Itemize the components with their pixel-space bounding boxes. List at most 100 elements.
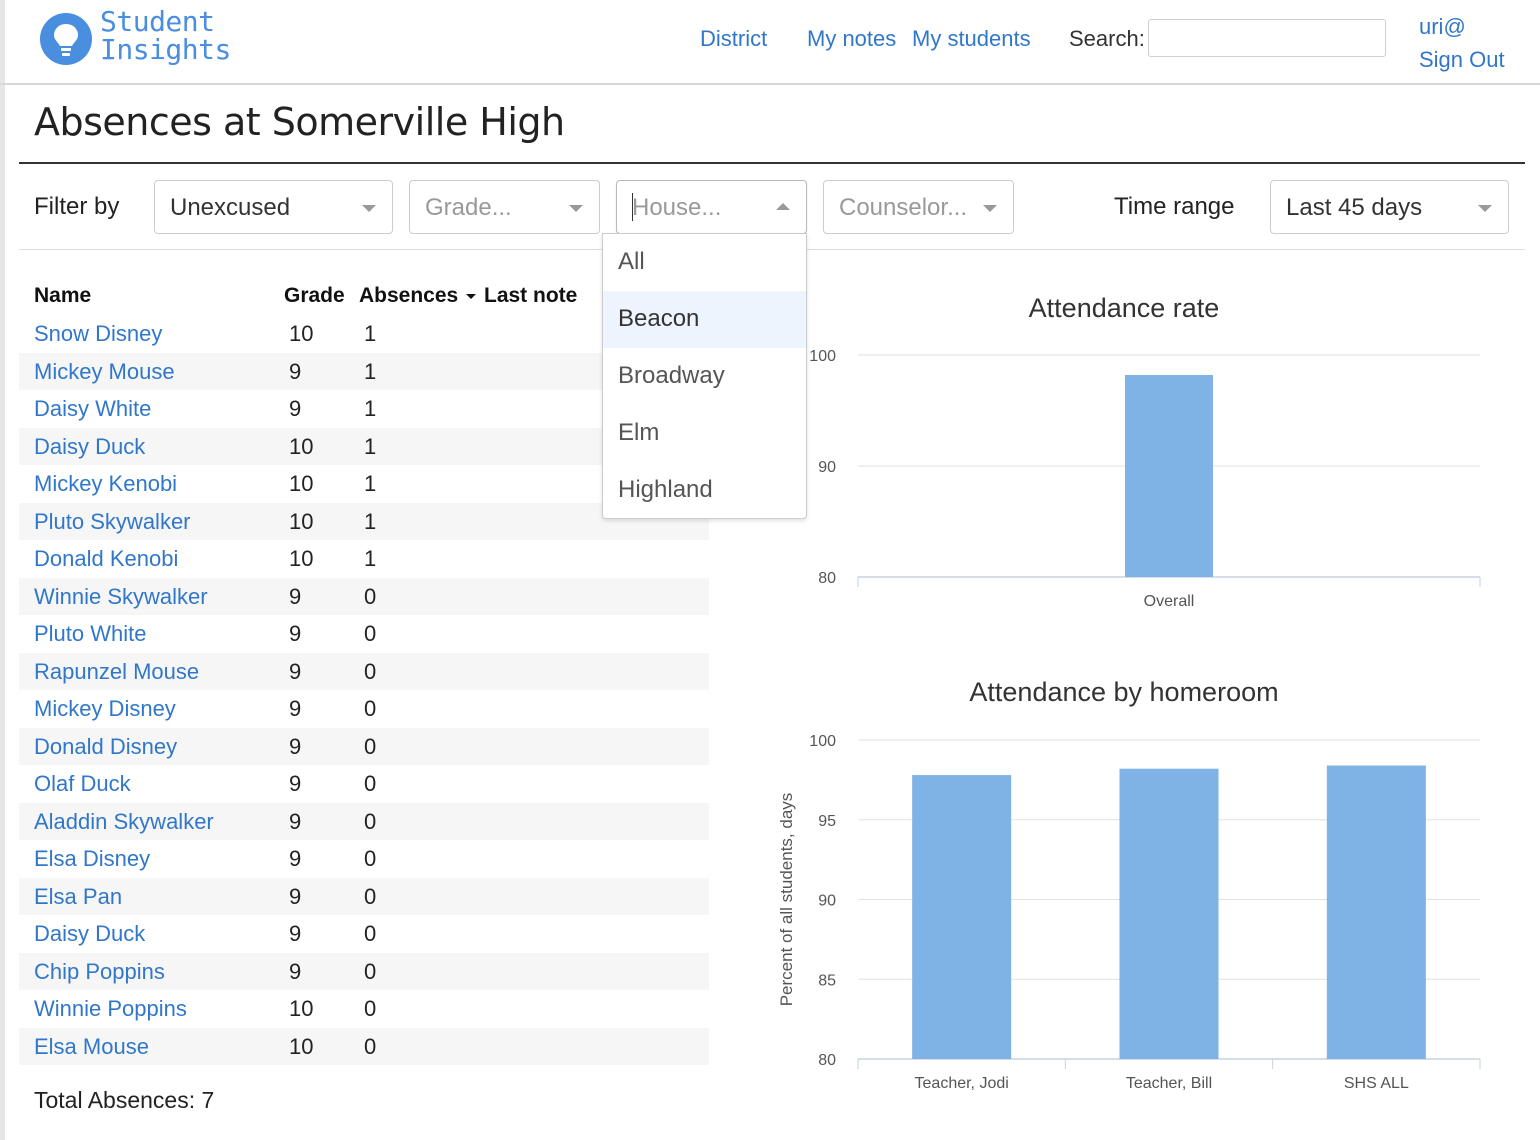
bar[interactable] [1125, 374, 1213, 577]
y-tick-label: 80 [818, 570, 836, 587]
student-absences: 0 [364, 996, 377, 1021]
student-name-link[interactable]: Winnie Poppins [34, 996, 187, 1021]
x-tick-label: Teacher, Jodi [915, 1075, 1009, 1092]
student-grade: 9 [289, 808, 302, 834]
search-input[interactable] [1148, 19, 1386, 57]
student-name-link[interactable]: Pluto Skywalker [34, 508, 191, 534]
table-row: Daisy Duck 10 1 [19, 427, 709, 465]
table-row: Chip Poppins 9 0 [19, 952, 709, 990]
y-tick-label: 100 [809, 733, 836, 750]
student-grade: 10 [289, 996, 314, 1021]
chevron-down-icon [983, 205, 997, 212]
absence-type-value: Unexcused [170, 194, 291, 221]
student-name-link[interactable]: Mickey Kenobi [34, 471, 178, 496]
student-grade: 9 [289, 583, 302, 609]
student-grade: 9 [289, 696, 302, 721]
table-row: Pluto Skywalker 10 1 [19, 502, 709, 540]
user-menu: uri@ Sign Out [1419, 10, 1505, 76]
time-range-select[interactable]: Last 45 days [1270, 180, 1509, 234]
attendance-by-homeroom-chart: Attendance by homeroom 80 85 90 95 100 Teacher… [777, 677, 1481, 1092]
student-grade: 9 [289, 621, 302, 646]
table-row: Mickey Mouse 9 1 [19, 352, 709, 390]
student-absences: 1 [364, 358, 377, 384]
search-label: Search: [1069, 26, 1145, 51]
y-tick-label: 90 [818, 893, 836, 910]
sort-descending-icon [466, 293, 477, 299]
student-name-link[interactable]: Aladdin Skywalker [34, 808, 214, 834]
student-grade: 10 [289, 433, 314, 459]
counselor-placeholder: Counselor... [839, 194, 968, 221]
column-header-absences[interactable]: Absences [359, 284, 477, 308]
chart-title: Attendance rate [1029, 293, 1220, 323]
text-cursor [632, 193, 633, 221]
student-name-link[interactable]: Snow Disney [34, 321, 163, 346]
bar[interactable] [1119, 768, 1219, 1059]
house-option-highland[interactable]: Highland [618, 476, 713, 503]
table-row: Rapunzel Mouse 9 0 [19, 652, 709, 690]
page-title: Absences at Somerville High [34, 100, 565, 144]
home-logo[interactable]: Student Insights [38, 8, 248, 74]
column-header-grade[interactable]: Grade [284, 284, 345, 307]
table-row: Daisy Duck 9 0 [19, 915, 709, 953]
student-absences: 1 [364, 396, 377, 421]
student-grade: 9 [289, 771, 302, 796]
bar[interactable] [912, 775, 1012, 1059]
student-absences: 0 [364, 696, 377, 721]
filter-by-label: Filter by [34, 193, 120, 220]
student-name-link[interactable]: Winnie Skywalker [34, 583, 208, 609]
student-absences: 0 [364, 921, 377, 946]
student-grade: 10 [289, 1033, 314, 1059]
student-name-link[interactable]: Mickey Mouse [34, 358, 175, 384]
student-absences: 0 [364, 846, 377, 871]
nav-my-notes-link[interactable]: My notes [807, 26, 897, 51]
student-name-link[interactable]: Rapunzel Mouse [34, 658, 200, 684]
bar[interactable] [1326, 765, 1426, 1059]
absence-type-select[interactable]: Unexcused [154, 180, 393, 234]
house-option-beacon[interactable]: Beacon [603, 291, 806, 348]
grade-select[interactable]: Grade... [409, 180, 600, 234]
x-tick-label: Teacher, Bill [1126, 1075, 1212, 1092]
table-row: Aladdin Skywalker 9 0 [19, 802, 709, 840]
student-name-link[interactable]: Pluto White [34, 621, 147, 646]
table-row: Donald Disney 9 0 [19, 727, 709, 765]
y-tick-label: 90 [818, 459, 836, 476]
counselor-select[interactable]: Counselor... [823, 180, 1014, 234]
time-range-value: Last 45 days [1286, 194, 1423, 221]
column-header-last-note[interactable]: Last note [484, 284, 578, 307]
sign-out-link[interactable]: Sign Out [1419, 47, 1505, 72]
student-name-link[interactable]: Donald Kenobi [34, 546, 179, 571]
user-account-link[interactable]: uri@ [1419, 14, 1466, 39]
student-name-link[interactable]: Olaf Duck [34, 771, 131, 796]
table-row: Olaf Duck 9 0 [19, 765, 709, 803]
student-name-link[interactable]: Daisy Duck [34, 921, 146, 946]
student-name-link[interactable]: Elsa Pan [34, 883, 123, 909]
chevron-down-icon [1478, 205, 1492, 212]
grade-placeholder: Grade... [425, 194, 512, 221]
student-grade: 9 [289, 846, 302, 871]
table-row: Snow Disney 10 1 [19, 315, 709, 353]
house-select[interactable]: House... [616, 180, 807, 234]
student-name-link[interactable]: Mickey Disney [34, 696, 176, 721]
student-name-link[interactable]: Elsa Mouse [34, 1033, 149, 1059]
nav-district-link[interactable]: District [700, 26, 768, 51]
student-name-link[interactable]: Donald Disney [34, 733, 178, 759]
house-option-all[interactable]: All [618, 248, 645, 275]
student-grade: 9 [289, 358, 302, 384]
house-option-broadway[interactable]: Broadway [618, 362, 725, 389]
total-absences: Total Absences: 7 [34, 1087, 215, 1113]
student-name-link[interactable]: Chip Poppins [34, 958, 165, 984]
student-name-link[interactable]: Daisy Duck [34, 433, 146, 459]
student-name-link[interactable]: Daisy White [34, 396, 152, 421]
column-header-name[interactable]: Name [34, 284, 92, 307]
student-grade: 9 [289, 958, 302, 984]
student-absences: 0 [364, 771, 377, 796]
top-navbar: Student Insights District My notes My st… [0, 0, 1540, 85]
student-absences: 0 [364, 958, 377, 984]
nav-my-students-link[interactable]: My students [912, 26, 1031, 51]
time-range-label: Time range [1114, 193, 1235, 220]
student-absences: 1 [364, 546, 377, 571]
house-option-elm[interactable]: Elm [618, 419, 660, 446]
table-row: Elsa Mouse 10 0 [19, 1027, 709, 1065]
student-name-link[interactable]: Elsa Disney [34, 846, 151, 871]
x-tick-label: Overall [1144, 593, 1195, 610]
